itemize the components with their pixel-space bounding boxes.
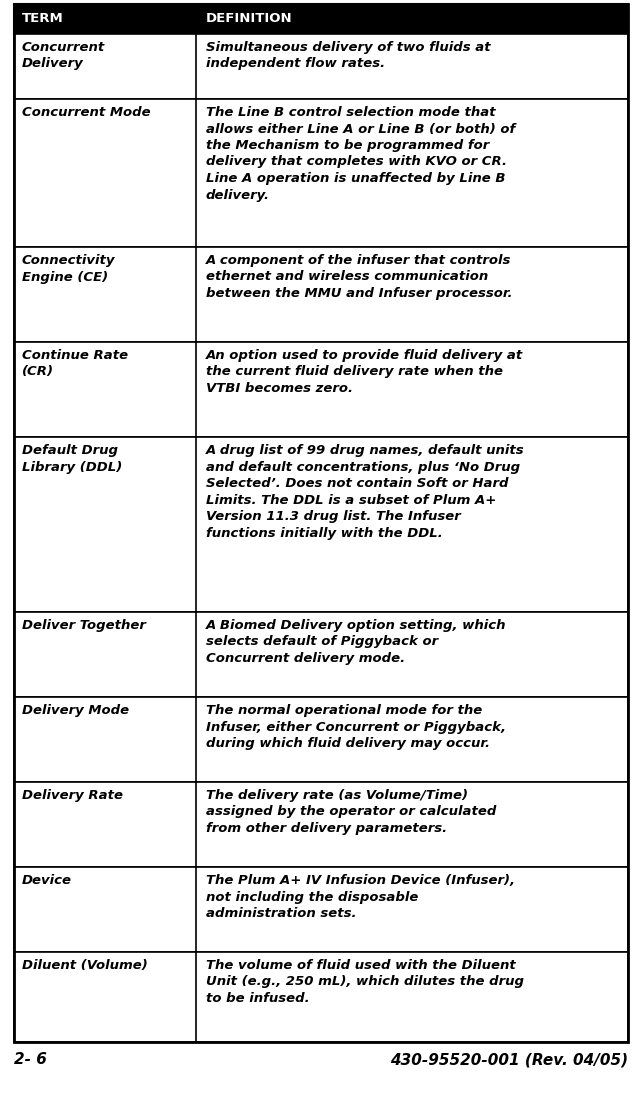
- Bar: [14, 782, 628, 868]
- Text: Diluent (Volume): Diluent (Volume): [22, 959, 147, 971]
- Text: The volume of fluid used with the Diluent
Unit (e.g., 250 mL), which dilutes the: The volume of fluid used with the Diluen…: [206, 959, 524, 1005]
- Bar: [14, 34, 628, 98]
- Text: Delivery Mode: Delivery Mode: [22, 705, 129, 717]
- Bar: [14, 612, 628, 697]
- Text: Continue Rate
(CR): Continue Rate (CR): [22, 349, 128, 379]
- Bar: [14, 868, 628, 952]
- Text: An option used to provide fluid delivery at
the current fluid delivery rate when: An option used to provide fluid delivery…: [206, 349, 523, 395]
- Text: A component of the infuser that controls
ethernet and wireless communication
bet: A component of the infuser that controls…: [206, 254, 513, 300]
- Bar: [14, 437, 628, 612]
- Text: DEFINITION: DEFINITION: [206, 12, 292, 25]
- Text: The Plum A+ IV Infusion Device (Infuser),
not including the disposable
administr: The Plum A+ IV Infusion Device (Infuser)…: [206, 874, 515, 920]
- Text: Concurrent Mode: Concurrent Mode: [22, 106, 151, 119]
- Text: The normal operational mode for the
Infuser, either Concurrent or Piggyback,
dur: The normal operational mode for the Infu…: [206, 705, 506, 750]
- Text: Concurrent
Delivery: Concurrent Delivery: [22, 40, 105, 70]
- Text: A Biomed Delivery option setting, which
selects default of Piggyback or
Concurre: A Biomed Delivery option setting, which …: [206, 619, 506, 665]
- Bar: [14, 342, 628, 437]
- Text: TERM: TERM: [22, 12, 64, 25]
- Text: Simultaneous delivery of two fluids at
independent flow rates.: Simultaneous delivery of two fluids at i…: [206, 40, 491, 70]
- Text: Deliver Together: Deliver Together: [22, 619, 146, 632]
- Bar: [14, 4, 628, 34]
- Bar: [14, 952, 628, 1041]
- Bar: [14, 4, 628, 34]
- Text: 430-95520-001 (Rev. 04/05): 430-95520-001 (Rev. 04/05): [390, 1052, 628, 1068]
- Text: Default Drug
Library (DDL): Default Drug Library (DDL): [22, 444, 122, 474]
- Text: 2- 6: 2- 6: [14, 1052, 47, 1068]
- Bar: [14, 697, 628, 782]
- Text: The Line B control selection mode that
allows either Line A or Line B (or both) : The Line B control selection mode that a…: [206, 106, 515, 201]
- Text: The delivery rate (as Volume/Time)
assigned by the operator or calculated
from o: The delivery rate (as Volume/Time) assig…: [206, 789, 497, 835]
- Bar: [14, 98, 628, 247]
- Bar: [14, 247, 628, 342]
- Text: Device: Device: [22, 874, 72, 887]
- Text: Delivery Rate: Delivery Rate: [22, 789, 123, 802]
- Text: A drug list of 99 drug names, default units
and default concentrations, plus ‘No: A drug list of 99 drug names, default un…: [206, 444, 525, 539]
- Text: Connectivity
Engine (CE): Connectivity Engine (CE): [22, 254, 115, 283]
